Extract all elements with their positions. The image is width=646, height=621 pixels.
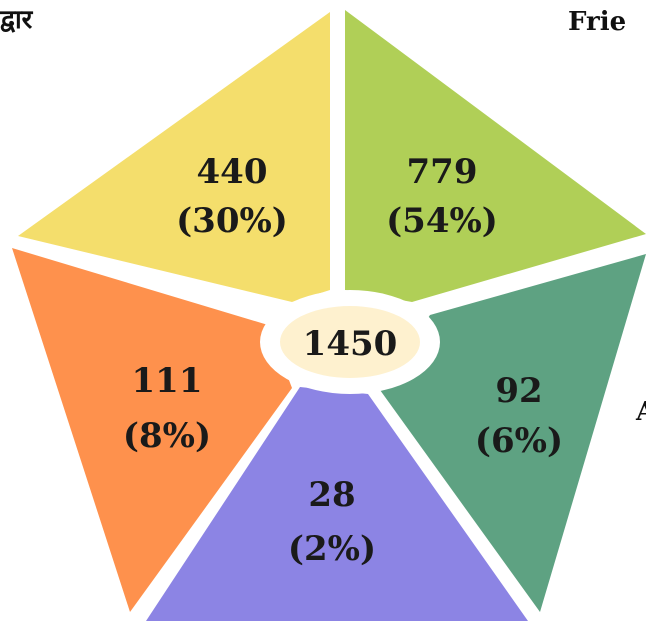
segment-111-percent-label: (8%) (123, 416, 211, 456)
segment-92 (380, 254, 646, 612)
top-left-text-fragment: द्वार (0, 5, 34, 35)
segment-92-percent-label: (6%) (475, 421, 563, 461)
segment-440-percent-label: (30%) (176, 201, 288, 241)
segment-779 (345, 10, 646, 302)
segment-111 (12, 248, 292, 612)
total-value: 1450 (303, 324, 398, 364)
segment-28 (146, 387, 528, 621)
segment-779-value-label: 779 (407, 152, 478, 192)
segment-28-percent-label: (2%) (288, 529, 376, 569)
segment-779-percent-label: (54%) (386, 201, 498, 241)
center-disc (280, 306, 420, 378)
segment-440 (18, 12, 330, 302)
chart-labels: 440 (30%) 779 (54%) 92 (6%) 28 (2%) 111 (8%) (123, 152, 563, 569)
segment-28-value-label: 28 (308, 475, 355, 515)
right-edge-text-fragment: A (635, 397, 646, 427)
top-right-text-fragment: Frie (568, 7, 626, 37)
segment-92-value-label: 92 (495, 371, 542, 411)
segment-111-value-label: 111 (132, 361, 203, 401)
segment-440-value-label: 440 (197, 152, 268, 192)
center-badge: 1450 (260, 290, 440, 394)
chart-segments (12, 10, 646, 621)
